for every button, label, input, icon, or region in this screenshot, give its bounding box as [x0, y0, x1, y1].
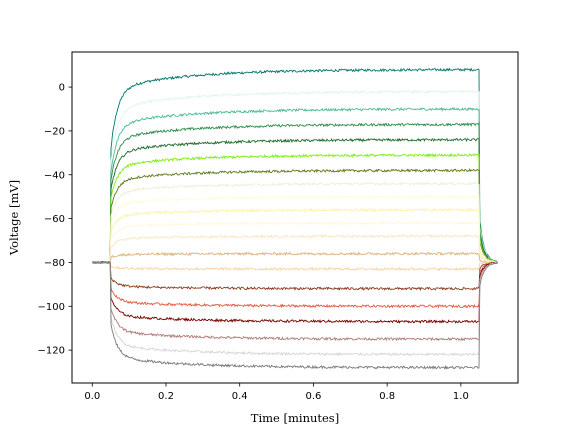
y-tick-label: −120 [38, 346, 65, 357]
y-tick-label: 0 [59, 83, 65, 94]
y-tick-label: −20 [44, 126, 65, 137]
series-line [91, 106, 498, 265]
x-axis: 0.0 0.2 0.4 0.6 0.8 1.0 [84, 383, 469, 402]
y-axis: 0 −20 −40 −60 −80 −100 −120 [38, 83, 72, 357]
series-line [91, 137, 498, 265]
x-axis-label: Time [minutes] [251, 411, 339, 425]
series-line [92, 152, 498, 265]
series-line [92, 207, 498, 265]
x-tick-label: 0.6 [305, 391, 321, 402]
series-line [92, 194, 498, 265]
x-tick-label: 0.8 [379, 391, 395, 402]
series-line [92, 260, 498, 309]
y-tick-label: −60 [44, 214, 65, 225]
series-line [92, 261, 499, 324]
series-line [91, 251, 498, 264]
y-tick-label: −40 [44, 170, 65, 181]
x-tick-label: 1.0 [453, 391, 469, 402]
series-line [92, 260, 498, 357]
y-axis-label: Voltage [mV] [7, 180, 21, 256]
series-line [91, 121, 498, 265]
x-tick-label: 0.4 [232, 391, 248, 402]
series-line [91, 261, 499, 342]
y-tick-label: −100 [38, 302, 65, 313]
x-tick-label: 0.0 [84, 391, 100, 402]
series-line [92, 261, 498, 371]
series-line [92, 260, 499, 272]
y-tick-label: −80 [44, 258, 65, 269]
x-tick-label: 0.2 [158, 391, 174, 402]
series-line [92, 233, 498, 264]
series-layer [91, 67, 499, 371]
series-line [91, 168, 498, 264]
series-line [92, 220, 498, 264]
series-line [92, 67, 498, 264]
series-line [91, 89, 498, 264]
series-line [92, 181, 498, 265]
series-line [91, 260, 498, 292]
plot-frame [71, 51, 519, 384]
